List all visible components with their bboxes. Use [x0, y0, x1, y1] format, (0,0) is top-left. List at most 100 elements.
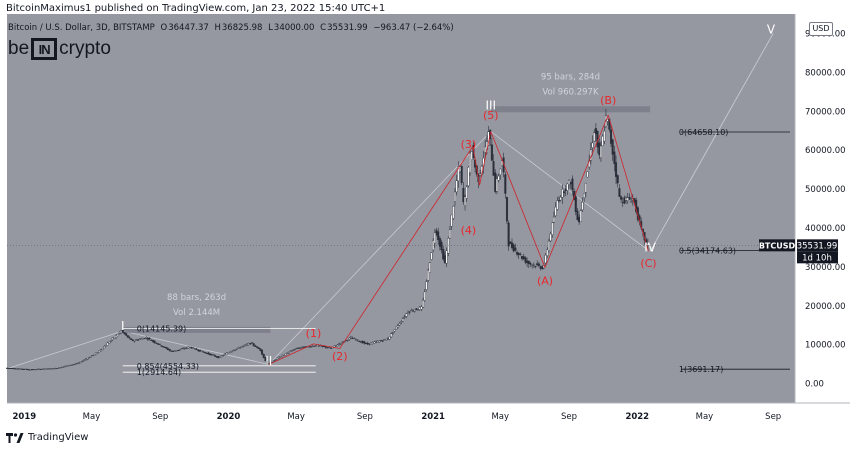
candle-body: [360, 341, 363, 343]
candle-body: [118, 332, 121, 334]
candle-body: [324, 346, 327, 348]
candle-body: [41, 368, 44, 370]
candle-body: [24, 368, 27, 370]
candle-body: [341, 341, 344, 343]
candle-body: [193, 348, 196, 350]
candle-body: [215, 356, 218, 358]
candle-body: [214, 355, 217, 357]
candle-body: [71, 364, 74, 366]
candle-body: [366, 342, 369, 345]
candle-body: [66, 365, 69, 367]
candle-body: [207, 352, 210, 355]
candle-body: [452, 206, 455, 219]
candle-body: [93, 353, 96, 356]
candle-body: [19, 368, 22, 370]
ohlc-open-value: 36447.37: [168, 23, 209, 33]
candle-body: [252, 343, 255, 346]
candle-body: [111, 337, 114, 340]
candle-body: [606, 119, 609, 122]
candle-body: [413, 309, 416, 312]
candle-body: [44, 368, 47, 370]
candle-body: [235, 348, 238, 350]
major-wave-label: IV: [644, 240, 657, 254]
major-wave-label: III: [485, 98, 496, 112]
candle-body: [524, 257, 527, 263]
candle-body: [507, 222, 510, 247]
candle-body: [594, 128, 597, 135]
candle-body: [464, 196, 467, 206]
currency-button[interactable]: USD: [809, 22, 833, 36]
footer-label: TradingView: [28, 432, 89, 443]
candle-body: [443, 255, 446, 263]
candle-body: [313, 345, 316, 347]
candle-body: [442, 249, 445, 260]
candle-body: [183, 348, 186, 350]
minor-wave-line: [313, 343, 340, 349]
candle-body: [559, 196, 562, 201]
candle-body: [299, 347, 302, 349]
candle-body: [546, 249, 549, 256]
candle-body: [27, 369, 30, 371]
candle-body: [618, 188, 621, 197]
candle-body: [287, 352, 290, 354]
candle-body: [537, 263, 540, 266]
candle-body: [447, 238, 450, 254]
candle-body: [418, 307, 421, 310]
candle-body: [368, 343, 371, 345]
candle-body: [512, 244, 515, 252]
fib-level-label: 1(3691.17): [679, 365, 723, 374]
y-tick-label: 40000.00: [805, 224, 846, 234]
candle-body: [227, 352, 230, 354]
candle-body: [145, 337, 148, 339]
candle-body: [135, 339, 138, 341]
candle-body: [373, 341, 376, 344]
candle-body: [526, 260, 529, 264]
candle-body: [42, 368, 45, 370]
minor-wave-line: [479, 131, 492, 186]
candle-body: [613, 151, 616, 164]
candle-body: [9, 367, 12, 369]
candle-body: [571, 178, 574, 190]
candle-body: [229, 351, 232, 353]
candle-body: [576, 210, 579, 220]
candle-body: [128, 337, 131, 339]
candle-body: [470, 151, 473, 160]
candle-body: [599, 145, 602, 158]
candle-body: [430, 252, 433, 260]
candle-body: [505, 197, 508, 222]
x-tick-label: Sep: [152, 412, 168, 422]
candle-body: [497, 175, 500, 181]
ohlc-low-label: L: [268, 23, 273, 33]
candle-body: [244, 344, 247, 346]
candle-body: [277, 357, 280, 359]
candle-body: [415, 308, 418, 311]
candle-body: [31, 369, 34, 371]
candle-body: [412, 310, 415, 312]
candle-body: [564, 188, 567, 191]
x-tick-label: 2019: [13, 412, 37, 422]
candle-body: [101, 348, 104, 350]
candle-body: [39, 368, 42, 370]
x-tick-label: May: [491, 412, 509, 422]
y-tick-label: 10000.00: [805, 341, 846, 351]
candle-body: [484, 146, 487, 153]
candle-body: [551, 222, 554, 235]
symbol-tag: [759, 239, 795, 252]
candle-body: [541, 266, 544, 270]
candle-body: [180, 348, 183, 350]
candle-body: [591, 142, 594, 148]
candle-body: [79, 361, 82, 363]
candle-body: [556, 200, 559, 210]
candle-body: [141, 338, 144, 340]
candle-body: [153, 340, 156, 343]
candle-body: [36, 368, 39, 370]
candle-body: [615, 162, 618, 177]
candle-body: [172, 350, 175, 352]
candle-body: [504, 174, 507, 194]
candle-body: [34, 369, 37, 371]
candle-body: [279, 356, 282, 358]
candle-body: [294, 348, 297, 350]
candle-body: [532, 264, 535, 266]
candle-body: [26, 368, 29, 370]
